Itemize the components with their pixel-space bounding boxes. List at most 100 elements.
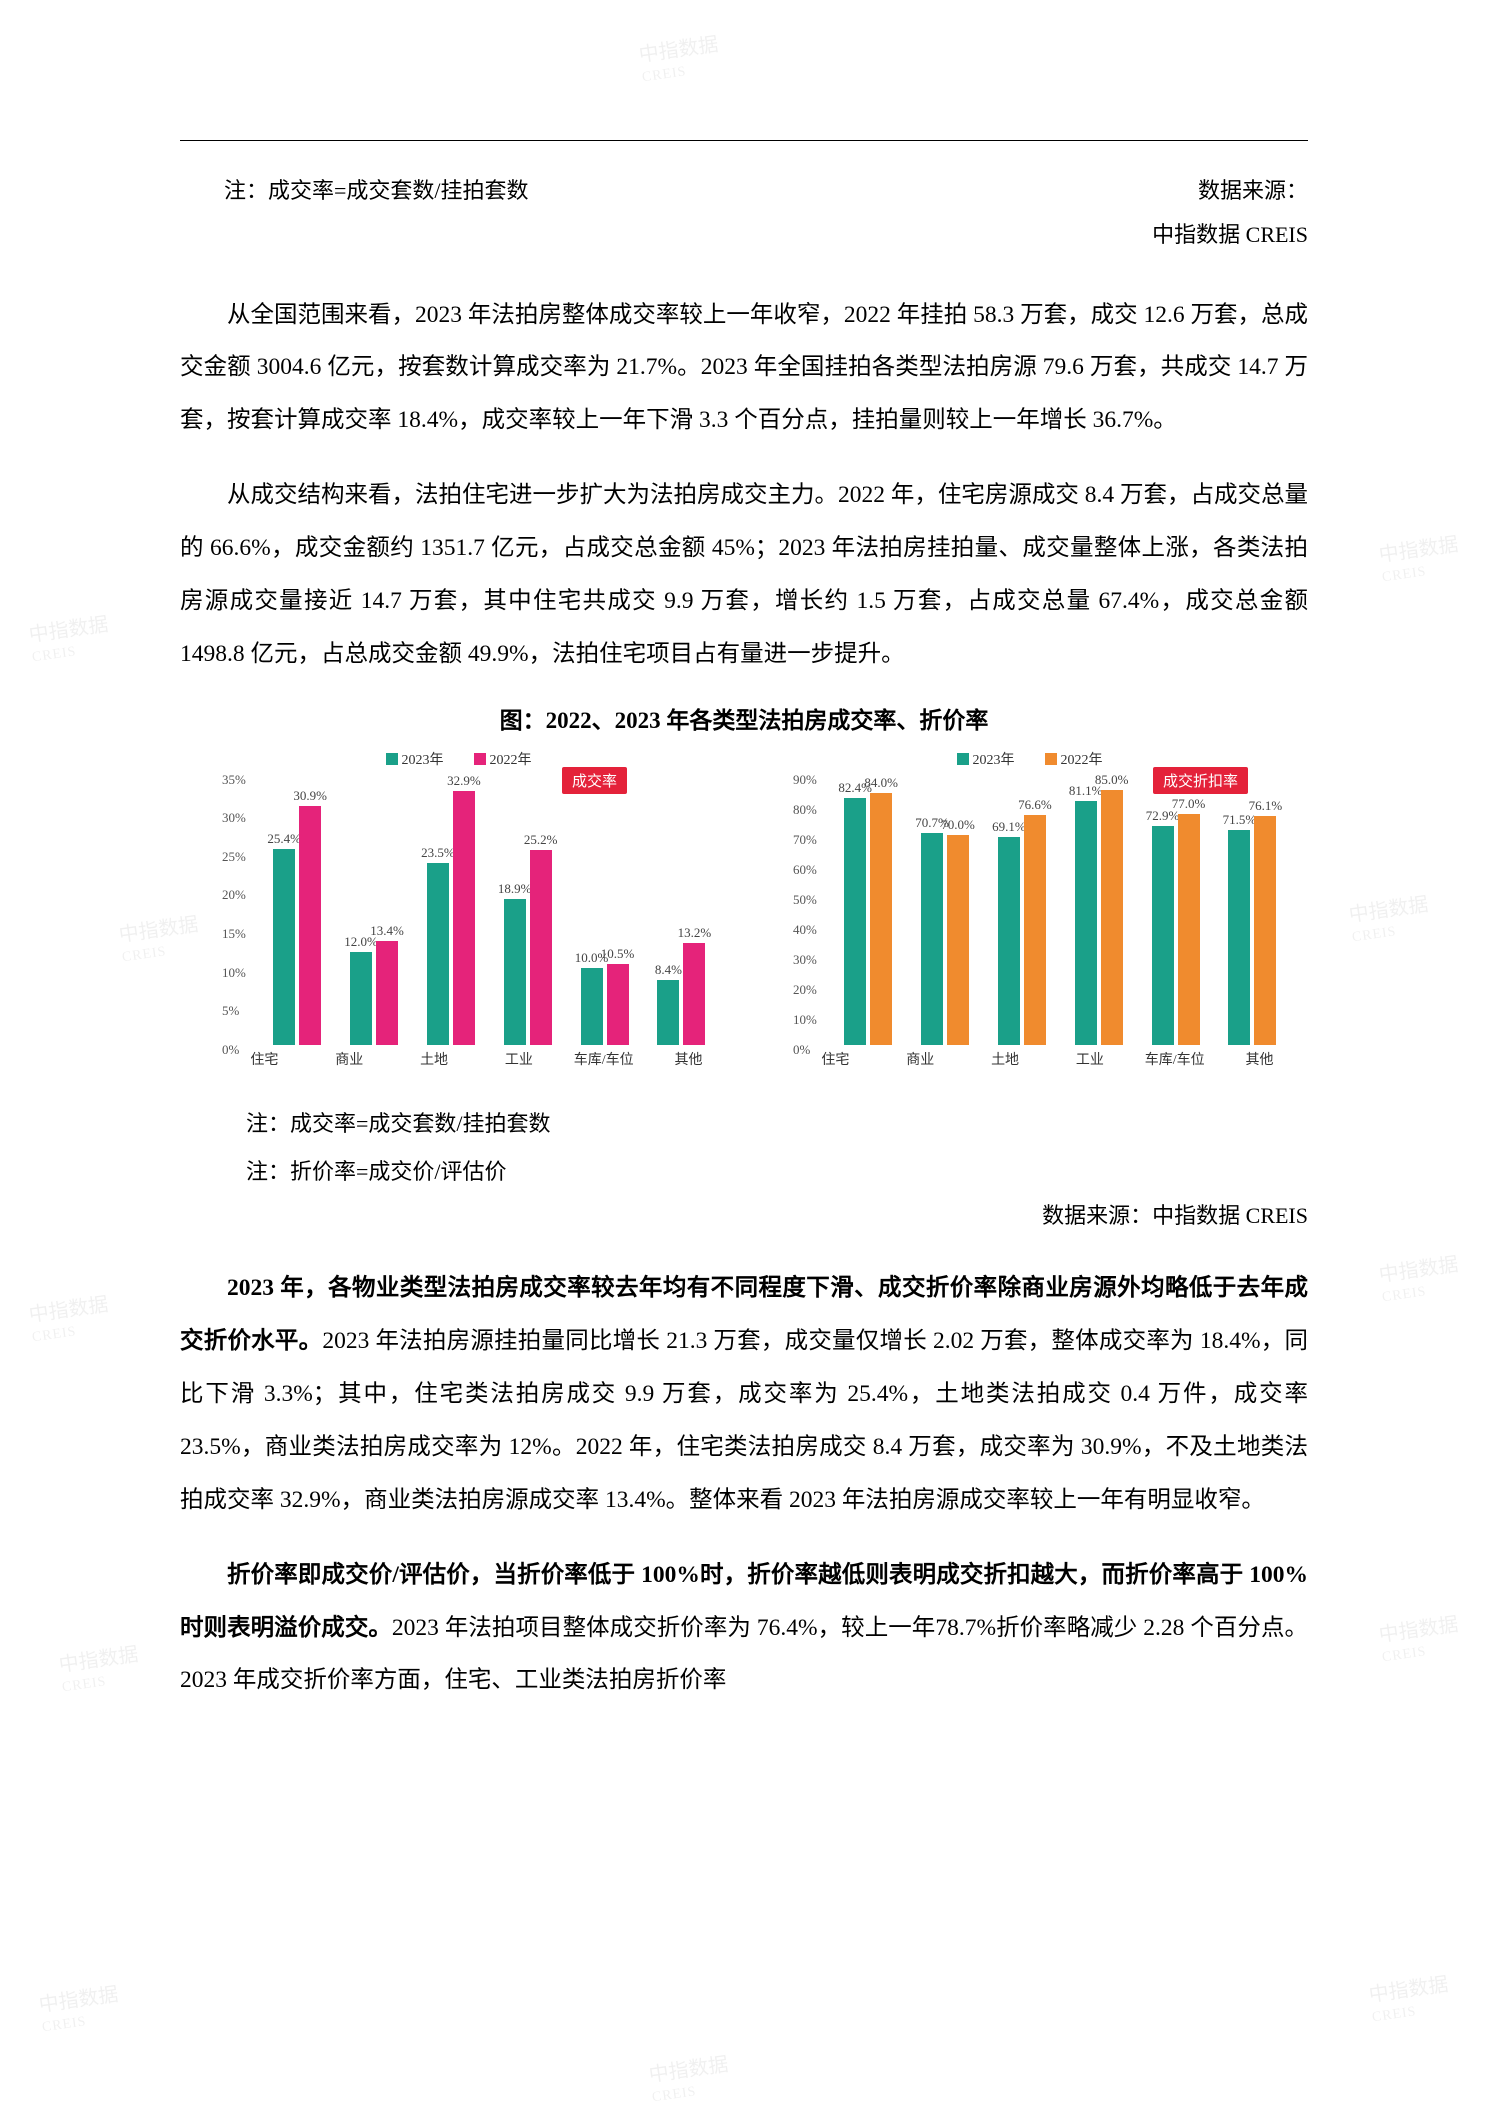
watermark: 中指数据CREIS bbox=[58, 1645, 143, 1696]
bar-group: 25.4%30.9% bbox=[273, 806, 331, 1044]
y-tick-label: 70% bbox=[793, 832, 817, 848]
bar-2022: 77.0% bbox=[1178, 814, 1200, 1045]
x-tick-label: 工业 bbox=[476, 1049, 561, 1069]
bar-2023: 71.5% bbox=[1228, 830, 1250, 1045]
y-tick-label: 35% bbox=[222, 772, 246, 788]
figure-note-2: 注：折价率=成交价/评估价 bbox=[246, 1151, 1308, 1193]
chart-left-legend: 2023年 2022年 bbox=[180, 749, 737, 769]
bar-value-label: 69.1% bbox=[992, 819, 1026, 835]
paragraph-3: 2023 年，各物业类型法拍房成交率较去年均有不同程度下滑、成交折价率除商业房源… bbox=[180, 1262, 1308, 1526]
chart-right-legend: 2023年 2022年 bbox=[751, 749, 1308, 769]
x-tick-label: 车库/车位 bbox=[561, 1049, 646, 1069]
bar-2023: 70.7% bbox=[921, 833, 943, 1045]
bar-2022: 25.2% bbox=[530, 850, 552, 1044]
bar-value-label: 18.9% bbox=[498, 881, 532, 897]
bar-2023: 72.9% bbox=[1152, 826, 1174, 1045]
legend-swatch-teal bbox=[957, 753, 969, 765]
y-tick-label: 15% bbox=[222, 926, 246, 942]
legend-swatch-orange bbox=[1045, 753, 1057, 765]
top-note-row: 注：成交率=成交套数/挂拍套数 数据来源： bbox=[180, 171, 1308, 211]
paragraph-3-rest: 2023 年法拍房源挂拍量同比增长 21.3 万套，成交量仅增长 2.02 万套… bbox=[180, 1328, 1308, 1513]
chart-left-plot: 25.4%30.9%12.0%13.4%23.5%32.9%18.9%25.2%… bbox=[222, 775, 731, 1045]
bar-value-label: 8.4% bbox=[655, 962, 682, 978]
bar-2023: 82.4% bbox=[844, 798, 866, 1045]
paragraph-4: 折价率即成交价/评估价，当折价率低于 100%时，折价率越低则表明成交折扣越大，… bbox=[180, 1549, 1308, 1708]
watermark: 中指数据CREIS bbox=[648, 2055, 733, 2105]
horizontal-rule bbox=[180, 140, 1308, 141]
bar-group: 8.4%13.2% bbox=[657, 943, 715, 1045]
bar-group: 23.5%32.9% bbox=[427, 791, 485, 1045]
bar-2023: 10.0% bbox=[581, 968, 603, 1045]
bar-2023: 25.4% bbox=[273, 849, 295, 1045]
y-tick-label: 25% bbox=[222, 849, 246, 865]
x-tick-label: 其他 bbox=[646, 1049, 731, 1069]
chart-left-xaxis: 住宅商业土地工业车库/车位其他 bbox=[222, 1049, 731, 1069]
bar-2022: 30.9% bbox=[299, 806, 321, 1044]
figure-source: 数据来源：中指数据 CREIS bbox=[180, 1198, 1308, 1230]
bar-group: 81.1%85.0% bbox=[1075, 790, 1133, 1045]
bar-2022: 70.0% bbox=[947, 835, 969, 1045]
y-tick-label: 60% bbox=[793, 862, 817, 878]
bar-group: 82.4%84.0% bbox=[844, 793, 902, 1045]
x-tick-label: 商业 bbox=[307, 1049, 392, 1069]
chart-discount-rate: 2023年 2022年 成交折扣率 82.4%84.0%70.7%70.0%69… bbox=[751, 749, 1308, 1089]
chart-right-bars: 82.4%84.0%70.7%70.0%69.1%76.6%81.1%85.0%… bbox=[835, 775, 1296, 1045]
x-tick-label: 其他 bbox=[1217, 1049, 1302, 1069]
bar-value-label: 23.5% bbox=[421, 845, 455, 861]
bar-group: 18.9%25.2% bbox=[504, 850, 562, 1044]
watermark: 中指数据CREIS bbox=[1368, 1975, 1453, 2026]
legend-label: 2022年 bbox=[1061, 753, 1103, 768]
top-note-left: 注：成交率=成交套数/挂拍套数 bbox=[180, 171, 529, 211]
chart-right-xaxis: 住宅商业土地工业车库/车位其他 bbox=[793, 1049, 1302, 1069]
legend-swatch-magenta bbox=[474, 753, 486, 765]
bar-2023: 81.1% bbox=[1075, 801, 1097, 1044]
y-tick-label: 10% bbox=[222, 965, 246, 981]
bar-group: 10.0%10.5% bbox=[581, 964, 639, 1045]
bar-value-label: 25.4% bbox=[267, 831, 301, 847]
y-tick-label: 5% bbox=[222, 1003, 239, 1019]
bar-value-label: 25.2% bbox=[524, 832, 558, 848]
legend-item-2023: 2023年 bbox=[957, 749, 1015, 769]
bar-value-label: 76.6% bbox=[1018, 797, 1052, 813]
legend-item-2022: 2022年 bbox=[474, 749, 532, 769]
bar-2023: 69.1% bbox=[998, 837, 1020, 1044]
top-source-label: 数据来源： bbox=[1198, 171, 1308, 211]
bar-2023: 23.5% bbox=[427, 863, 449, 1044]
y-tick-label: 10% bbox=[793, 1012, 817, 1028]
bar-2022: 76.1% bbox=[1254, 816, 1276, 1044]
bar-value-label: 71.5% bbox=[1223, 812, 1257, 828]
bar-value-label: 77.0% bbox=[1172, 796, 1206, 812]
y-tick-label: 80% bbox=[793, 802, 817, 818]
bar-value-label: 85.0% bbox=[1095, 772, 1129, 788]
watermark: 中指数据CREIS bbox=[1378, 1615, 1463, 1666]
bar-2022: 76.6% bbox=[1024, 815, 1046, 1045]
watermark: 中指数据CREIS bbox=[1378, 1255, 1463, 1306]
bar-group: 72.9%77.0% bbox=[1152, 814, 1210, 1045]
figure-note-1: 注：成交率=成交套数/挂拍套数 bbox=[246, 1103, 1308, 1145]
paragraph-2: 从成交结构来看，法拍住宅进一步扩大为法拍房成交主力。2022 年，住宅房源成交 … bbox=[180, 469, 1308, 681]
x-tick-label: 车库/车位 bbox=[1132, 1049, 1217, 1069]
bar-value-label: 32.9% bbox=[447, 773, 481, 789]
y-tick-label: 20% bbox=[793, 982, 817, 998]
bar-group: 69.1%76.6% bbox=[998, 815, 1056, 1045]
top-source-value: 中指数据 CREIS bbox=[180, 217, 1308, 249]
bar-2022: 10.5% bbox=[607, 964, 629, 1045]
chart-right-plot: 82.4%84.0%70.7%70.0%69.1%76.6%81.1%85.0%… bbox=[793, 775, 1302, 1045]
legend-label: 2023年 bbox=[402, 753, 444, 768]
y-tick-label: 50% bbox=[793, 892, 817, 908]
watermark: 中指数据CREIS bbox=[28, 1295, 113, 1346]
y-tick-label: 20% bbox=[222, 887, 246, 903]
bar-2022: 13.4% bbox=[376, 941, 398, 1044]
bar-value-label: 84.0% bbox=[864, 775, 898, 791]
bar-2022: 84.0% bbox=[870, 793, 892, 1045]
chart-left-bars: 25.4%30.9%12.0%13.4%23.5%32.9%18.9%25.2%… bbox=[264, 775, 725, 1045]
watermark: 中指数据CREIS bbox=[638, 35, 723, 86]
legend-label: 2023年 bbox=[973, 753, 1015, 768]
charts-row: 2023年 2022年 成交率 25.4%30.9%12.0%13.4%23.5… bbox=[180, 749, 1308, 1089]
watermark: 中指数据CREIS bbox=[28, 615, 113, 666]
bar-group: 12.0%13.4% bbox=[350, 941, 408, 1044]
bar-2022: 13.2% bbox=[683, 943, 705, 1045]
bar-2023: 12.0% bbox=[350, 952, 372, 1045]
legend-item-2022: 2022年 bbox=[1045, 749, 1103, 769]
y-tick-label: 90% bbox=[793, 772, 817, 788]
